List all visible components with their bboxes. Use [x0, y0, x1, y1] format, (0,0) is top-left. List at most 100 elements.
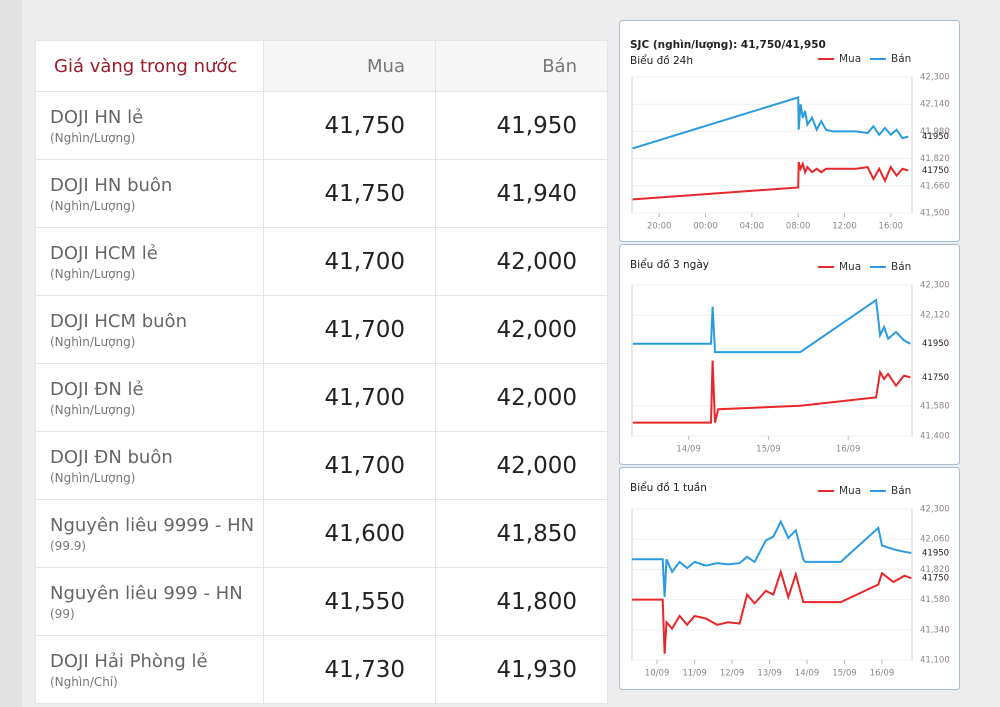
plot-area — [631, 284, 913, 437]
legend-label: Bán — [891, 485, 911, 497]
product-unit: (Nghìn/Lượng) — [50, 334, 136, 349]
x-tick-label: 10/09 — [645, 669, 670, 679]
product-cell: DOJI HCM buôn (Nghìn/Lượng) — [35, 295, 264, 364]
series-line — [632, 519, 912, 598]
x-tick-label: 11/09 — [682, 669, 707, 679]
x-tick-label: 08:00 — [786, 222, 811, 232]
x-tick-label: 16:00 — [879, 222, 904, 232]
product-unit: (Nghìn/Chỉ) — [50, 674, 118, 689]
y-tick-label: 42,300 — [920, 281, 950, 291]
y-tick-label: 41,980 — [920, 127, 950, 137]
legend-label: Mua — [839, 485, 861, 497]
legend-label: Bán — [891, 53, 911, 65]
product-cell: DOJI Hải Phòng lẻ (Nghìn/Chỉ) — [35, 635, 264, 704]
product-cell: Nguyên liêu 9999 - HN (99.9) — [35, 499, 264, 568]
product-name: DOJI ĐN lẻ — [50, 378, 144, 400]
x-tick-label: 12:00 — [832, 222, 857, 232]
product-cell: DOJI HCM lẻ (Nghìn/Lượng) — [35, 227, 264, 296]
y-tick-label: 42,300 — [920, 505, 950, 515]
product-unit: (Nghìn/Lượng) — [50, 130, 136, 145]
column-header: Bán — [435, 40, 608, 92]
product-cell: DOJI ĐN buôn (Nghìn/Lượng) — [35, 431, 264, 500]
y-tick-label: 42,300 — [920, 73, 950, 83]
y-tick-label: 42,140 — [920, 100, 950, 110]
sell-price: 42,000 — [435, 295, 608, 364]
y-tick-label: 41,400 — [920, 432, 950, 442]
table-row: DOJI HCM buôn (Nghìn/Lượng) 41,700 42,000 — [35, 295, 608, 364]
side-strip — [0, 0, 22, 707]
current-value-label: 41950 — [922, 132, 949, 142]
product-unit: (99.9) — [50, 538, 87, 553]
sell-price: 41,800 — [435, 567, 608, 636]
y-tick-label: 41,580 — [920, 401, 950, 411]
x-tick-label: 14/09 — [795, 669, 820, 679]
buy-price: 41,700 — [263, 363, 436, 432]
y-tick-label: 42,120 — [920, 311, 950, 321]
series-line — [632, 298, 911, 354]
chart-subtitle: Biểu đồ 3 ngày — [630, 258, 709, 271]
legend-label: Mua — [839, 53, 861, 65]
price-table: Giá vàng trong nước Mua Bán DOJI HN lẻ (N… — [35, 40, 608, 704]
current-value-label: 41750 — [922, 574, 949, 584]
header-row: Giá vàng trong nước Mua Bán — [35, 40, 608, 92]
sell-price: 41,850 — [435, 499, 608, 568]
x-tick-label: 12/09 — [720, 669, 745, 679]
product-name: DOJI HCM lẻ — [50, 242, 158, 264]
chart-subtitle: Biểu đồ 24h — [630, 54, 693, 67]
x-tick-label: 20:00 — [647, 222, 672, 232]
x-tick-label: 14/09 — [676, 445, 701, 455]
product-unit: (Nghìn/Lượng) — [50, 266, 136, 281]
current-value-label: 41750 — [922, 373, 949, 383]
product-cell: DOJI ĐN lẻ (Nghìn/Lượng) — [35, 363, 264, 432]
plot-area — [631, 76, 913, 214]
product-name: DOJI HN lẻ — [50, 106, 144, 128]
chart-subtitle: Biểu đồ 1 tuần — [630, 481, 707, 494]
x-tick-label: 16/09 — [870, 669, 895, 679]
legend-label: Mua — [839, 261, 861, 273]
chart-title: SJC (nghìn/lượng): 41,750/41,950 — [630, 39, 826, 51]
plot-area — [631, 508, 913, 661]
table-row: DOJI ĐN lẻ (Nghìn/Lượng) 41,700 42,000 — [35, 363, 608, 432]
y-tick-label: 41,340 — [920, 625, 950, 635]
series-line — [632, 360, 911, 424]
sell-price: 42,000 — [435, 227, 608, 296]
product-name: DOJI Hải Phòng lẻ — [50, 650, 208, 672]
product-unit: (Nghìn/Lượng) — [50, 198, 136, 213]
product-unit: (99) — [50, 606, 75, 621]
y-tick-label: 41,820 — [920, 565, 950, 575]
y-tick-label: 41,660 — [920, 181, 950, 191]
product-name: Nguyên liêu 9999 - HN — [50, 514, 255, 536]
sell-price: 42,000 — [435, 431, 608, 500]
sell-price: 41,940 — [435, 159, 608, 228]
table-row: DOJI HCM lẻ (Nghìn/Lượng) 41,700 42,000 — [35, 227, 608, 296]
table-row: DOJI HN buôn (Nghìn/Lượng) 41,750 41,940 — [35, 159, 608, 228]
product-name: DOJI ĐN buôn — [50, 446, 173, 468]
x-tick-label: 00:00 — [693, 222, 718, 232]
product-name: Nguyên liêu 999 - HN — [50, 582, 243, 604]
series-line — [632, 96, 909, 150]
table-row: DOJI Hải Phòng lẻ (Nghìn/Chỉ) 41,730 41,930 — [35, 635, 608, 704]
y-tick-label: 41,500 — [920, 209, 950, 219]
buy-price: 41,700 — [263, 227, 436, 296]
x-tick-label: 15/09 — [756, 445, 781, 455]
x-tick-label: 13/09 — [757, 669, 782, 679]
buy-price: 41,700 — [263, 431, 436, 500]
legend-label: Bán — [891, 261, 911, 273]
table-title: Giá vàng trong nước — [35, 40, 264, 92]
sell-price: 41,930 — [435, 635, 608, 704]
sell-price: 42,000 — [435, 363, 608, 432]
table-row: DOJI ĐN buôn (Nghìn/Lượng) 41,700 42,000 — [35, 431, 608, 500]
buy-price: 41,730 — [263, 635, 436, 704]
x-tick-label: 15/09 — [832, 669, 857, 679]
product-name: DOJI HN buôn — [50, 174, 173, 196]
y-tick-label: 42,060 — [920, 535, 950, 545]
current-value-label: 41950 — [922, 549, 949, 559]
product-name: DOJI HCM buôn — [50, 310, 187, 332]
product-cell: DOJI HN buôn (Nghìn/Lượng) — [35, 159, 264, 228]
buy-price: 41,750 — [263, 91, 436, 160]
table-row: DOJI HN lẻ (Nghìn/Lượng) 41,750 41,950 — [35, 91, 608, 160]
series-line — [632, 160, 909, 201]
buy-price: 41,750 — [263, 159, 436, 228]
